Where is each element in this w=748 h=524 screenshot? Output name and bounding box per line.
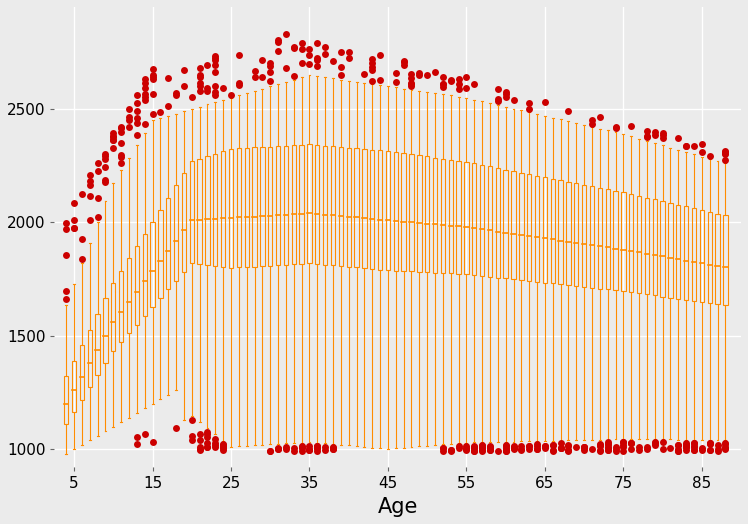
- Bar: [80, 345, 84, 400]
- Bar: [88, 330, 92, 387]
- Bar: [637, 196, 641, 293]
- Bar: [621, 192, 625, 291]
- Bar: [96, 314, 99, 375]
- Bar: [519, 172, 524, 280]
- Bar: [166, 198, 171, 289]
- Bar: [425, 157, 429, 272]
- Bar: [503, 169, 508, 278]
- Bar: [692, 208, 696, 301]
- Bar: [652, 200, 657, 296]
- Bar: [449, 160, 453, 274]
- Bar: [613, 191, 618, 290]
- Bar: [292, 145, 296, 264]
- Bar: [441, 159, 445, 273]
- Bar: [465, 162, 468, 274]
- Bar: [236, 148, 241, 267]
- Bar: [355, 148, 359, 267]
- Bar: [143, 234, 147, 316]
- Bar: [64, 376, 68, 424]
- Bar: [159, 210, 162, 298]
- Bar: [283, 146, 288, 265]
- Bar: [409, 155, 414, 271]
- Bar: [456, 161, 461, 274]
- Bar: [127, 258, 131, 333]
- Bar: [402, 153, 406, 271]
- Bar: [111, 283, 115, 351]
- Bar: [496, 168, 500, 278]
- Bar: [378, 150, 382, 269]
- Bar: [645, 198, 649, 294]
- Bar: [386, 151, 390, 270]
- Bar: [299, 145, 304, 264]
- Bar: [433, 158, 437, 272]
- Bar: [559, 180, 562, 285]
- Bar: [362, 149, 367, 268]
- Bar: [174, 185, 178, 281]
- Bar: [543, 177, 547, 282]
- Bar: [551, 179, 555, 283]
- Bar: [252, 147, 257, 267]
- Bar: [715, 213, 720, 304]
- Bar: [605, 189, 610, 289]
- Bar: [708, 212, 712, 303]
- Bar: [276, 146, 280, 265]
- Bar: [103, 298, 108, 363]
- Bar: [480, 165, 484, 276]
- Bar: [260, 147, 265, 266]
- Bar: [574, 183, 578, 286]
- Bar: [566, 182, 571, 285]
- Bar: [205, 156, 209, 265]
- Bar: [684, 206, 688, 300]
- Bar: [629, 194, 634, 292]
- Bar: [182, 173, 186, 272]
- Bar: [119, 270, 123, 342]
- Bar: [190, 161, 194, 263]
- Bar: [598, 188, 602, 289]
- Bar: [315, 145, 319, 264]
- Bar: [197, 159, 202, 264]
- Bar: [72, 361, 76, 412]
- Bar: [590, 187, 594, 288]
- Bar: [221, 151, 225, 267]
- Bar: [699, 210, 704, 302]
- Bar: [488, 167, 492, 277]
- Bar: [245, 148, 249, 267]
- Bar: [535, 176, 539, 282]
- Bar: [323, 146, 328, 265]
- Bar: [527, 174, 531, 281]
- Bar: [268, 147, 272, 266]
- Bar: [213, 154, 218, 266]
- Bar: [150, 222, 155, 307]
- Bar: [307, 144, 312, 264]
- Bar: [417, 156, 422, 272]
- X-axis label: Age: Age: [378, 497, 418, 517]
- Bar: [346, 148, 351, 267]
- Bar: [512, 171, 515, 279]
- Bar: [393, 152, 398, 270]
- Bar: [668, 203, 672, 298]
- Bar: [723, 215, 728, 305]
- Bar: [472, 163, 476, 275]
- Bar: [370, 150, 375, 269]
- Bar: [339, 147, 343, 266]
- Bar: [331, 146, 335, 266]
- Bar: [676, 205, 681, 299]
- Bar: [229, 149, 233, 268]
- Bar: [582, 185, 586, 287]
- Bar: [660, 201, 665, 297]
- Bar: [135, 246, 139, 324]
